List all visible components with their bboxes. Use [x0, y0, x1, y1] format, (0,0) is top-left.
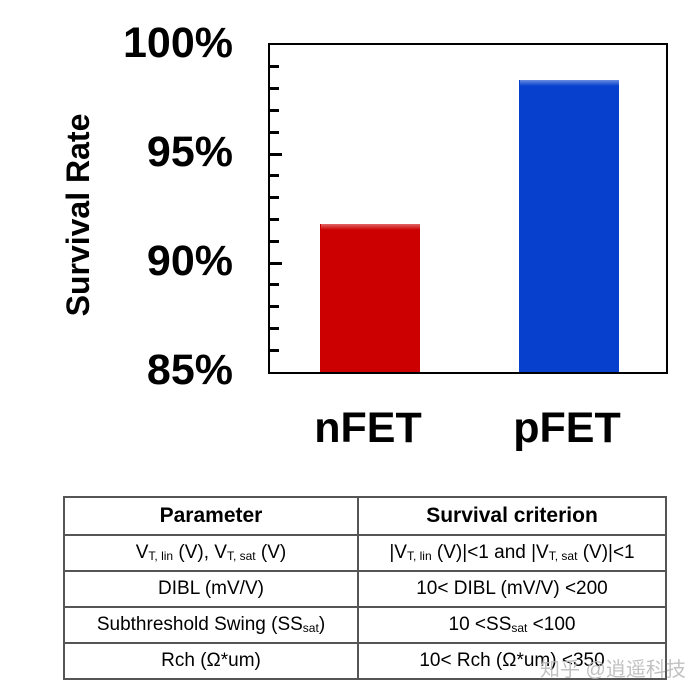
criterion-cell: |VT, lin (V)|<1 and |VT, sat (V)|<1 [357, 534, 667, 572]
table-row: Subthreshold Swing (SSsat) 10 <SSsat <10… [63, 606, 667, 644]
minor-tick [270, 326, 279, 330]
criterion-cell: 10< DIBL (mV/V) <200 [357, 570, 667, 608]
major-tick [270, 152, 282, 156]
minor-tick [270, 108, 279, 112]
major-tick [270, 261, 282, 265]
parameter-cell: Subthreshold Swing (SSsat) [63, 606, 359, 644]
y-axis-title: Survival Rate [60, 113, 96, 317]
minor-tick [270, 196, 279, 200]
minor-tick [270, 130, 279, 134]
x-tick-label-nfet: nFET [314, 404, 422, 452]
minor-tick [270, 305, 279, 309]
minor-tick [270, 348, 279, 352]
minor-tick [270, 239, 279, 243]
header-parameter: Parameter [63, 496, 359, 536]
minor-tick [270, 65, 279, 69]
watermark: 知乎 @逍遥科技 [540, 659, 686, 681]
minor-tick [270, 283, 279, 287]
table-row: Rch (Ω*um) 10< Rch (Ω*um) <350 [63, 642, 667, 680]
minor-tick [270, 87, 279, 91]
bar-nfet [320, 223, 420, 372]
y-tick-label: 90% [146, 237, 233, 285]
x-tick-label-pfet: pFET [513, 404, 621, 452]
criterion-cell: 10< Rch (Ω*um) <350 [357, 642, 667, 680]
criterion-cell: 10 <SSsat <100 [357, 606, 667, 644]
minor-tick [270, 174, 279, 178]
parameter-cell: DIBL (mV/V) [63, 570, 359, 608]
survival-rate-chart: Survival Rate 85% 90% 95% 100% nFET pFET [60, 19, 668, 452]
minor-tick [270, 217, 279, 221]
y-tick-label: 95% [146, 128, 233, 176]
parameter-cell: Rch (Ω*um) [63, 642, 359, 680]
y-tick-label: 85% [146, 346, 233, 394]
table-header-row: Parameter Survival criterion [63, 496, 667, 536]
survival-criteria-table: Parameter Survival criterion VT, lin (V)… [63, 496, 667, 680]
plot-area [268, 43, 668, 374]
header-survival-criterion: Survival criterion [357, 496, 667, 536]
table-row: VT, lin (V), VT, sat (V) |VT, lin (V)|<1… [63, 534, 667, 572]
y-tick-label: 100% [123, 19, 233, 67]
bar-pfet [519, 79, 619, 372]
parameter-cell: VT, lin (V), VT, sat (V) [63, 534, 359, 572]
table-row: DIBL (mV/V) 10< DIBL (mV/V) <200 [63, 570, 667, 608]
